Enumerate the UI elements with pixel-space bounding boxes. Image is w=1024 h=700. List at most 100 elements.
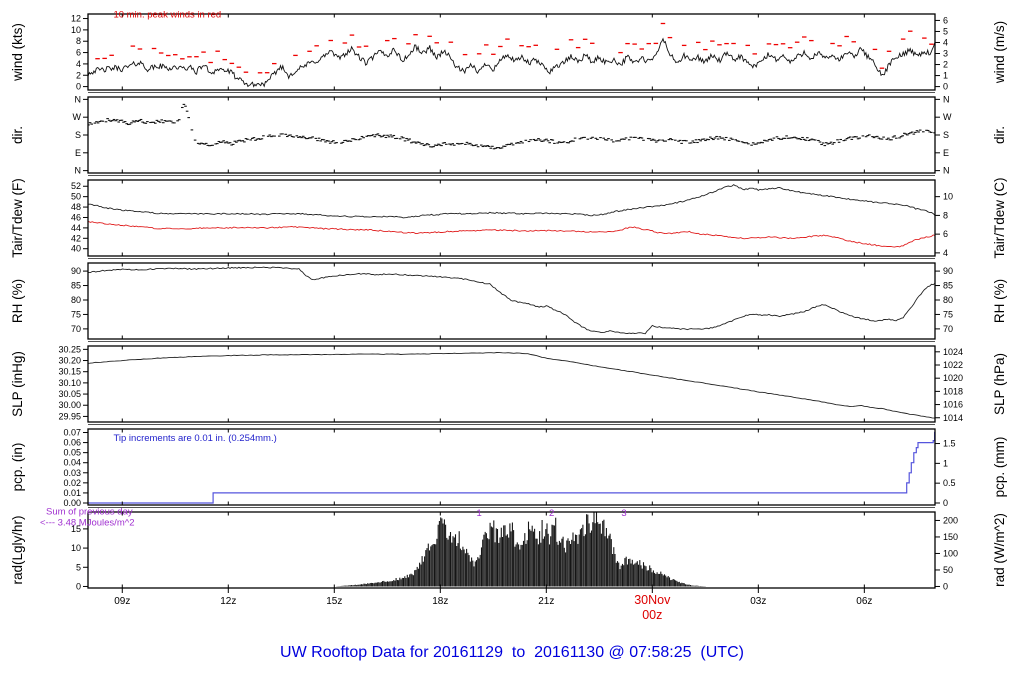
- slp-ytick-right: 1024: [943, 347, 963, 357]
- wind-frame: [87, 13, 936, 91]
- rad-ytick-right: 0: [943, 581, 948, 591]
- pcp-ytick-right: 1: [943, 458, 948, 468]
- temp-left-axis-title: Tair/Tdew (F): [10, 178, 25, 258]
- slp-ytick-right: 1016: [943, 400, 963, 410]
- temp-ytick-left: 42: [71, 233, 81, 243]
- slp-ytick-right: 1022: [943, 360, 963, 370]
- rad-plot-area: [336, 512, 706, 587]
- temp-y-ticks: [83, 185, 940, 254]
- dir-right-axis-title: dir.: [992, 126, 1007, 144]
- rad-right-axis-title: rad (W/m^2): [992, 513, 1007, 587]
- pcp-ytick-right: 1.5: [943, 439, 956, 449]
- dir-y-ticks: [83, 98, 940, 172]
- rad-ytick-right: 50: [943, 565, 953, 575]
- rh-ytick-right: 85: [943, 281, 953, 291]
- rad-ytick-left: 5: [76, 562, 81, 572]
- rad-annotation-4: 3: [621, 508, 626, 519]
- temp-ytick-left: 48: [71, 202, 81, 212]
- rh-right-axis-title: RH (%): [992, 279, 1007, 323]
- tdew-line: [88, 221, 935, 248]
- wind-plot-area: [88, 22, 935, 88]
- rh-ytick-left: 85: [71, 281, 81, 291]
- solar-radiation-bars: [336, 512, 706, 587]
- wind-ytick-left: 10: [71, 25, 81, 35]
- wind-ytick-right: 5: [943, 26, 948, 36]
- wind-x-ticks: [121, 14, 865, 90]
- time-tick-label: 06z: [856, 596, 872, 607]
- rad-ytick-right: 100: [943, 548, 958, 558]
- pcp-left-axis-title: pcp. (in): [10, 443, 25, 492]
- slp-ytick-right: 1014: [943, 413, 963, 423]
- time-tick-label: 12z: [220, 596, 236, 607]
- wind-ytick-left: 0: [76, 82, 81, 92]
- rh-plot-area: [88, 266, 935, 335]
- rad-annotation-0: Sum of previous day: [46, 507, 133, 518]
- wind-ytick-left: 2: [76, 70, 81, 80]
- wind-ytick-right: 4: [943, 37, 948, 47]
- slp-plot-area: [88, 352, 935, 419]
- wind-ytick-right: 6: [943, 15, 948, 25]
- wind-ytick-right: 3: [943, 49, 948, 59]
- pcp-ytick-left: 0.07: [63, 428, 81, 438]
- wind-ytick-right: 2: [943, 60, 948, 70]
- temp-ytick-right: 6: [943, 229, 948, 239]
- temp-right-axis-title: Tair/Tdew (C): [992, 177, 1007, 258]
- wind-ytick-left: 12: [71, 14, 81, 24]
- rh-y-tick-labels: 90 85 80 75 70 90 85 80 75 70: [71, 266, 953, 334]
- rh-ytick-right: 90: [943, 266, 953, 276]
- rh-ytick-right: 80: [943, 295, 953, 305]
- rad-annotation-1: <--- 3.48 MJoules/m^2: [40, 517, 134, 528]
- temp-ytick-right: 4: [943, 248, 948, 258]
- rh-ytick-right: 75: [943, 309, 953, 319]
- pcp-right-axis-title: pcp. (mm): [992, 437, 1007, 498]
- rh-ytick-left: 75: [71, 309, 81, 319]
- panel-rh: 90 85 80 75 70 90 85 80 75 70 RH (%) RH (%): [10, 262, 1007, 342]
- rad-left-axis-title: rad(Lgly/hr): [10, 515, 25, 584]
- slp-ytick-left: 30.10: [58, 378, 81, 388]
- slp-ytick-left: 30.20: [58, 356, 81, 366]
- time-tick-label: 18z: [432, 596, 448, 607]
- footer-title: UW Rooftop Data for 20161129 to 20161130…: [280, 644, 744, 661]
- dir-ytick-left: E: [75, 148, 81, 158]
- tair-line: [88, 184, 935, 219]
- pcp-ytick-right: 0: [943, 498, 948, 508]
- pcp-ytick-left: 0.04: [63, 458, 81, 468]
- rad-frame: [87, 511, 936, 589]
- pcp-ytick-left: 0.03: [63, 468, 81, 478]
- rad-ytick-right: 200: [943, 515, 958, 525]
- wind-left-axis-title: wind (kts): [10, 23, 25, 82]
- wind-ytick-left: 8: [76, 36, 81, 46]
- rad-annotation-2: 1: [477, 508, 482, 519]
- temp-ytick-left: 52: [71, 181, 81, 191]
- rad-ytick-left: 0: [76, 581, 81, 591]
- wind-ytick-left: 6: [76, 48, 81, 58]
- relative-humidity-line: [88, 266, 935, 335]
- pcp-frame: [87, 428, 936, 506]
- time-tick-label: 09z: [114, 596, 130, 607]
- rad-annotation-3: 2: [549, 508, 554, 519]
- dir-ytick-left: W: [73, 112, 82, 122]
- temp-ytick-right: 8: [943, 210, 948, 220]
- pcp-ytick-left: 0.06: [63, 438, 81, 448]
- time-tick-label: 15z: [326, 596, 342, 607]
- dir-plot-area: [88, 103, 935, 150]
- rh-frame: [87, 262, 936, 340]
- wind-y-ticks: [83, 18, 940, 88]
- sea-level-pressure-line: [88, 352, 935, 419]
- rh-left-axis-title: RH (%): [10, 279, 25, 323]
- rh-ytick-left: 90: [71, 266, 81, 276]
- temp-frame: [87, 179, 936, 257]
- wind-direction-marks: [88, 103, 935, 150]
- pcp-plot-area: [88, 431, 935, 504]
- wind-mean-line: [88, 37, 935, 88]
- temp-ytick-left: 50: [71, 192, 81, 202]
- rad-ytick-left: 15: [71, 524, 81, 534]
